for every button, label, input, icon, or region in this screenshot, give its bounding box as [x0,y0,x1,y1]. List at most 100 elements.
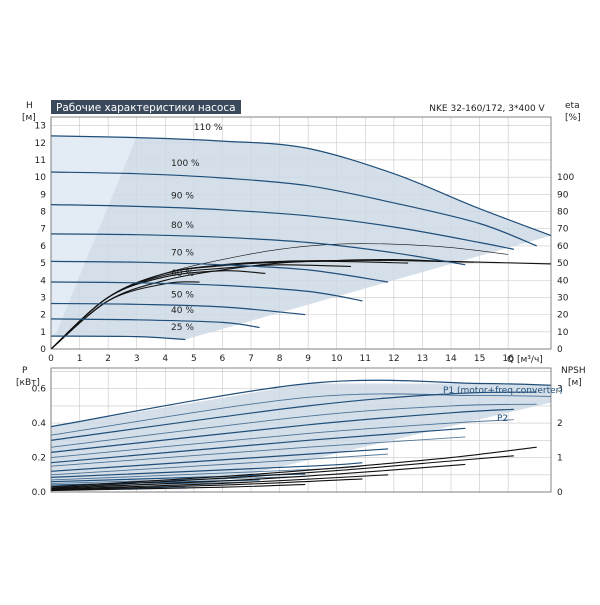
speed-curve-label: 90 % [171,192,194,202]
y-tick-label: 7 [40,225,46,235]
speed-curve-label: 70 % [171,248,194,258]
chart-labels: H [м] eta [%] NKE 32-160/172, 3*400 V Q … [16,101,586,424]
x-tick-label: 3 [134,354,140,364]
speed-curve-label: 60 % [171,269,194,279]
y-tick-label: 2 [40,311,46,321]
y-tick-label: 13 [35,122,46,132]
y-tick-label: 3 [40,293,46,303]
y-tick-label: 12 [35,139,46,149]
speed-curve-label: 80 % [171,221,194,231]
x-tick-label: 15 [474,354,485,364]
speed-curve [50,260,389,283]
efficiency-curve [50,270,266,350]
x-tick-label: 5 [191,354,197,364]
x-tick-label: 2 [105,354,111,364]
x-axis-label-q: Q [507,355,514,365]
p2-curve [50,465,363,481]
p2-curve [50,436,466,467]
p-tick-label: 0.4 [32,419,47,429]
y-axis-unit-h: [м] [22,113,36,123]
x-tick-label: 6 [220,354,226,364]
y2-axis-unit-npsh: [м] [568,378,582,388]
x-tick-label: 12 [388,354,399,364]
y-tick-label: 4 [40,276,46,286]
y-tick-label: 6 [40,242,46,252]
npsh-tick-label: 1 [557,454,563,464]
y-tick-label: 1 [40,328,46,338]
y2-tick-label: 100 [557,173,574,183]
x-tick-label: 1 [77,354,83,364]
speed-curve-label: 50 % [171,290,194,300]
y2-tick-label: 20 [557,311,569,321]
npsh-curve [50,463,466,490]
y-tick-label: 10 [35,173,47,183]
chart-title-box: Рабочие характеристики насоса [51,100,241,114]
speed-curve [50,135,552,237]
x-tick-label: 7 [248,354,254,364]
p1-curve [50,408,514,453]
speed-curve [50,335,186,341]
npsh-curve [50,483,306,492]
p2-curve [50,419,514,459]
chart-title: Рабочие характеристики насоса [56,102,236,114]
y2-tick-label: 40 [557,276,569,286]
npsh-curve [50,446,537,488]
p1-curve [50,379,552,428]
npsh-tick-label: 2 [557,419,563,429]
p-tick-label: 0.2 [32,454,46,464]
speed-curve-label: 100 % [171,159,200,169]
low-flow-area [51,135,137,337]
speed-curve-label: 110 % [194,123,223,133]
npsh-curve [50,455,514,489]
speed-curve [50,171,537,247]
y2-axis-label-eta: eta [565,101,580,111]
npsh-curve [50,474,389,490]
y2-tick-label: 60 [557,242,569,252]
speed-curve [50,302,306,316]
p1-curve [50,391,537,441]
p1-curve [50,427,466,464]
y2-tick-label: 80 [557,208,569,218]
y-tick-label: 0 [40,345,46,355]
legend-p2: P2 [497,414,508,424]
speed-curve [50,233,466,266]
y-tick-label: 9 [40,190,46,200]
model-label: NKE 32-160/172, 3*400 V [429,104,545,114]
y2-tick-label: 10 [557,328,569,338]
x-tick-label: 0 [48,354,54,364]
legend-p1: P1 (motor+freq.converter) [443,386,563,396]
y2-axis-label-npsh: NPSH [561,366,586,376]
x-tick-label: 10 [331,354,343,364]
p-tick-label: 0.6 [32,385,47,395]
speed-curve [50,281,363,302]
speed-curve [50,318,260,329]
npsh-tick-label: 0 [557,488,563,498]
p-tick-label: 0.0 [32,488,47,498]
y2-tick-label: 50 [557,259,569,269]
speed-curve [50,204,515,250]
y-axis-label-p: P [22,366,28,376]
y-tick-label: 11 [35,156,46,166]
y2-tick-label: 0 [557,345,563,355]
y-tick-label: 8 [40,208,46,218]
power-plot-frame [50,367,552,493]
npsh-curve [50,478,363,491]
efficiency-curve [50,281,200,350]
y2-axis-unit-eta: [%] [565,113,581,123]
npsh-tick-label: 3 [557,385,563,395]
x-tick-label: 11 [360,354,371,364]
x-tick-label: 9 [305,354,311,364]
head-plot-frame [50,116,552,350]
speed-curve-label: 40 % [171,306,194,316]
power-chart: 0.0 0.2 0.4 0.6 0 1 2 3 [32,367,563,498]
y-tick-label: 5 [40,259,46,269]
y2-tick-label: 70 [557,225,569,235]
head-chart: 110 % 100 % 90 % 80 % 70 % 60 % 50 % 40 % 25 % 0 1… [35,116,574,364]
p1-curve [50,462,363,478]
x-axis-unit-q: [м³/ч] [517,355,543,365]
x-tick-label: 13 [417,354,428,364]
x-tick-label: 8 [277,354,283,364]
y-axis-unit-p: [кВт] [16,378,40,388]
